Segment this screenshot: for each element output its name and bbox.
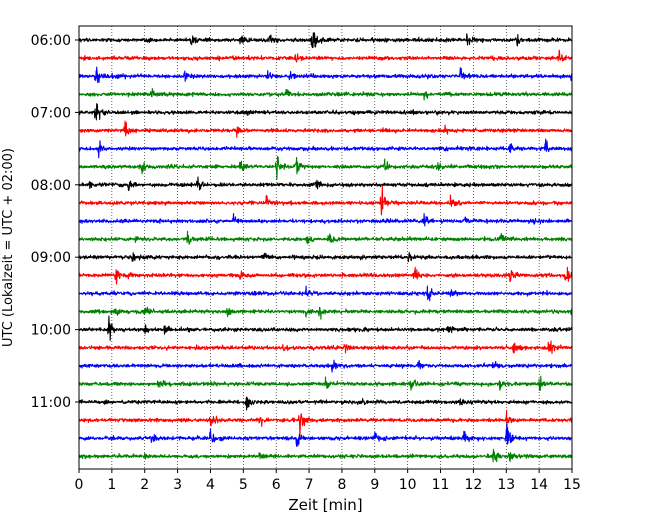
x-tick-label: 13: [497, 477, 515, 493]
x-tick-label: 3: [173, 477, 182, 493]
seismogram-trace: [78, 87, 573, 101]
seismogram-trace: [78, 396, 573, 411]
seismogram-trace: [78, 375, 573, 391]
seismogram-trace: [78, 285, 573, 302]
seismogram-trace: [78, 120, 573, 138]
y-tick-label: 11:00: [31, 395, 71, 411]
seismogram-trace: [78, 251, 573, 263]
x-axis-title: Zeit [min]: [288, 496, 362, 514]
y-tick-label: 08:00: [31, 178, 71, 194]
seismogram-trace: [78, 103, 573, 121]
seismogram-trace: [78, 448, 573, 463]
seismogram-trace: [78, 315, 573, 341]
seismogram-trace: [78, 32, 573, 49]
y-tick-label: 09:00: [31, 250, 71, 266]
x-tick-label: 10: [399, 477, 417, 493]
seismogram-trace: [78, 266, 573, 285]
seismogram-trace: [78, 213, 573, 227]
seismogram-trace: [78, 138, 573, 159]
x-tick-label: 15: [563, 477, 581, 493]
seismogram-trace: [78, 49, 573, 63]
y-tick-label: 06:00: [31, 33, 71, 49]
x-tick-label: 5: [239, 477, 248, 493]
x-tick-label: 7: [305, 477, 314, 493]
seismogram-trace: [78, 185, 573, 216]
y-axis-title: UTC (Lokalzeit = UTC + 02:00): [1, 148, 16, 347]
x-tick-label: 11: [432, 477, 450, 493]
seismogram-trace: [78, 423, 573, 447]
seismogram-trace: [78, 340, 573, 354]
seismogram-trace: [78, 155, 573, 180]
seismogram-trace: [78, 306, 573, 320]
y-axis-ticks: 06:00 07:00 08:00 09:00 10:00 11:00: [31, 33, 79, 411]
x-tick-label: 0: [75, 477, 84, 493]
x-tick-label: 9: [370, 477, 379, 493]
x-tick-label: 8: [337, 477, 346, 493]
seismogram-traces: [78, 32, 573, 463]
seismogram-trace: [78, 230, 573, 245]
x-tick-label: 1: [107, 477, 116, 493]
x-axis-ticks: 0 1 2 3 4 5 6 7 8 9 10 11 12 13 14 15: [75, 469, 581, 493]
seismogram-trace: [78, 176, 573, 192]
x-tick-label: 4: [206, 477, 215, 493]
x-tick-label: 12: [464, 477, 482, 493]
x-tick-label: 2: [140, 477, 149, 493]
vertical-grid: [111, 26, 540, 469]
x-tick-label: 14: [530, 477, 548, 493]
seismogram-trace: [78, 66, 573, 84]
x-tick-label: 6: [272, 477, 281, 493]
y-tick-label: 07:00: [31, 105, 71, 121]
seismogram-trace: [78, 359, 573, 373]
seismogram-trace: [78, 410, 573, 439]
plot-frame: [78, 25, 573, 470]
y-tick-label: 10:00: [31, 323, 71, 339]
